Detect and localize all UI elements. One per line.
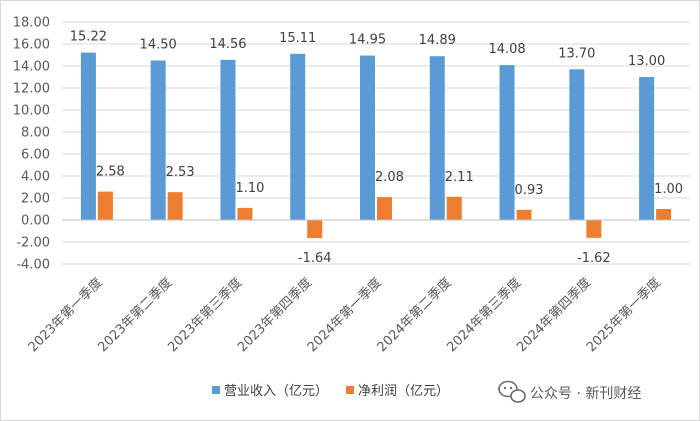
revenue-bar bbox=[150, 60, 166, 220]
revenue-data-label: 13.00 bbox=[628, 54, 665, 69]
y-tick-label: -4.00 bbox=[16, 258, 50, 273]
y-tick-label: -2.00 bbox=[16, 236, 50, 251]
revenue-data-label: 14.50 bbox=[140, 38, 177, 53]
legend-label-revenue: 营业收入（亿元） bbox=[224, 384, 328, 399]
y-tick-label: 2.00 bbox=[21, 192, 50, 207]
bars bbox=[80, 52, 672, 239]
revenue-data-label: 14.95 bbox=[349, 33, 386, 48]
profit-bar bbox=[446, 196, 462, 220]
y-tick-label: 8.00 bbox=[21, 126, 50, 141]
revenue-bar bbox=[499, 65, 515, 221]
y-axis-ticks: 18.00 16.00 14.00 12.00 10.00 8.00 6.00 4.00 2.0… bbox=[13, 16, 50, 273]
legend-label-profit: 净利润（亿元） bbox=[358, 384, 449, 399]
profit-bar bbox=[167, 192, 183, 220]
y-tick-label: 4.00 bbox=[21, 170, 50, 185]
revenue-bar bbox=[639, 77, 655, 220]
y-tick-label: 10.00 bbox=[13, 104, 50, 119]
y-tick-label: 12.00 bbox=[13, 82, 50, 97]
legend-swatch-revenue bbox=[212, 386, 220, 394]
profit-bar bbox=[307, 220, 323, 239]
profit-data-label: -1.64 bbox=[298, 251, 332, 266]
profit-data-label: 2.08 bbox=[375, 170, 404, 185]
profit-bar bbox=[656, 209, 672, 220]
revenue-bar bbox=[429, 56, 445, 221]
y-tick-label: 0.00 bbox=[21, 214, 50, 229]
profit-data-label: 1.00 bbox=[654, 182, 683, 197]
watermark-text: 公众号 · 新刊财经 bbox=[530, 386, 641, 402]
revenue-data-label: 14.56 bbox=[209, 37, 246, 52]
revenue-data-label: 15.11 bbox=[279, 31, 316, 46]
legend: 营业收入（亿元） 净利润（亿元） bbox=[212, 384, 449, 399]
y-tick-label: 18.00 bbox=[13, 16, 50, 31]
legend-swatch-profit bbox=[346, 386, 354, 394]
revenue-data-label: 15.22 bbox=[70, 30, 107, 45]
y-tick-label: 6.00 bbox=[21, 148, 50, 163]
watermark: 公众号 · 新刊财经 bbox=[498, 380, 641, 403]
profit-data-label: 0.93 bbox=[515, 183, 544, 198]
revenue-data-label: 14.89 bbox=[419, 33, 456, 48]
gridlines bbox=[62, 21, 690, 265]
profit-bar bbox=[516, 209, 532, 220]
profit-data-label: 2.11 bbox=[445, 170, 474, 185]
revenue-bar bbox=[569, 69, 585, 220]
revenue-bar bbox=[220, 59, 236, 221]
y-tick-label: 16.00 bbox=[13, 38, 50, 53]
revenue-data-label: 13.70 bbox=[558, 46, 595, 61]
profit-bar bbox=[586, 220, 602, 238]
y-tick-label: 14.00 bbox=[13, 60, 50, 75]
profit-data-label: 2.53 bbox=[166, 165, 195, 180]
profit-bar bbox=[97, 191, 113, 220]
profit-data-label: -1.62 bbox=[577, 251, 611, 266]
profit-bar bbox=[237, 207, 253, 220]
profit-data-label: 1.10 bbox=[235, 181, 264, 196]
revenue-bar bbox=[360, 55, 375, 220]
wechat-icon bbox=[498, 380, 526, 403]
revenue-bar bbox=[290, 53, 306, 220]
revenue-data-label: 14.08 bbox=[488, 42, 525, 57]
data-labels: 15.22 14.50 14.56 15.11 14.95 14.89 14.08 13.70… bbox=[70, 30, 683, 266]
revenue-bar bbox=[80, 52, 96, 220]
profit-bar bbox=[377, 197, 392, 220]
profit-data-label: 2.58 bbox=[96, 165, 125, 180]
